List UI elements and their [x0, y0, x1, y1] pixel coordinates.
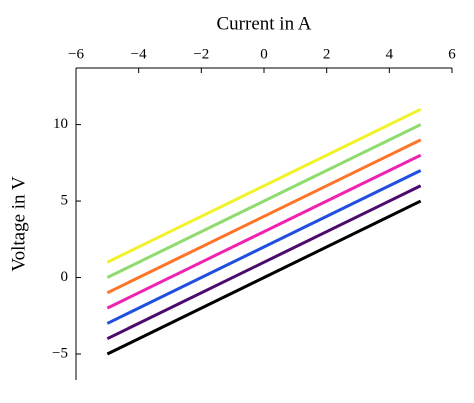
y-tick-label: −5 — [52, 345, 68, 361]
series-line — [106, 107, 422, 264]
y-tick-label: 0 — [61, 269, 69, 285]
series-line — [106, 199, 422, 356]
series-line — [106, 138, 422, 295]
x-axis-label: Current in A — [217, 13, 312, 34]
x-tick-label: 6 — [448, 46, 456, 62]
x-tick-label: −6 — [68, 46, 84, 62]
x-tick-label: 4 — [386, 46, 394, 62]
x-tick-label: 0 — [260, 46, 268, 62]
y-tick-label: 10 — [53, 116, 68, 132]
x-tick-label: 2 — [323, 46, 331, 62]
x-tick-label: −4 — [131, 46, 147, 62]
series-line — [106, 153, 422, 310]
series-line — [106, 184, 422, 341]
series-line — [106, 123, 422, 279]
series-line — [106, 169, 422, 325]
x-tick-label: −2 — [193, 46, 209, 62]
y-tick-label: 5 — [61, 192, 69, 208]
y-axis-label: Voltage in V — [8, 176, 29, 272]
